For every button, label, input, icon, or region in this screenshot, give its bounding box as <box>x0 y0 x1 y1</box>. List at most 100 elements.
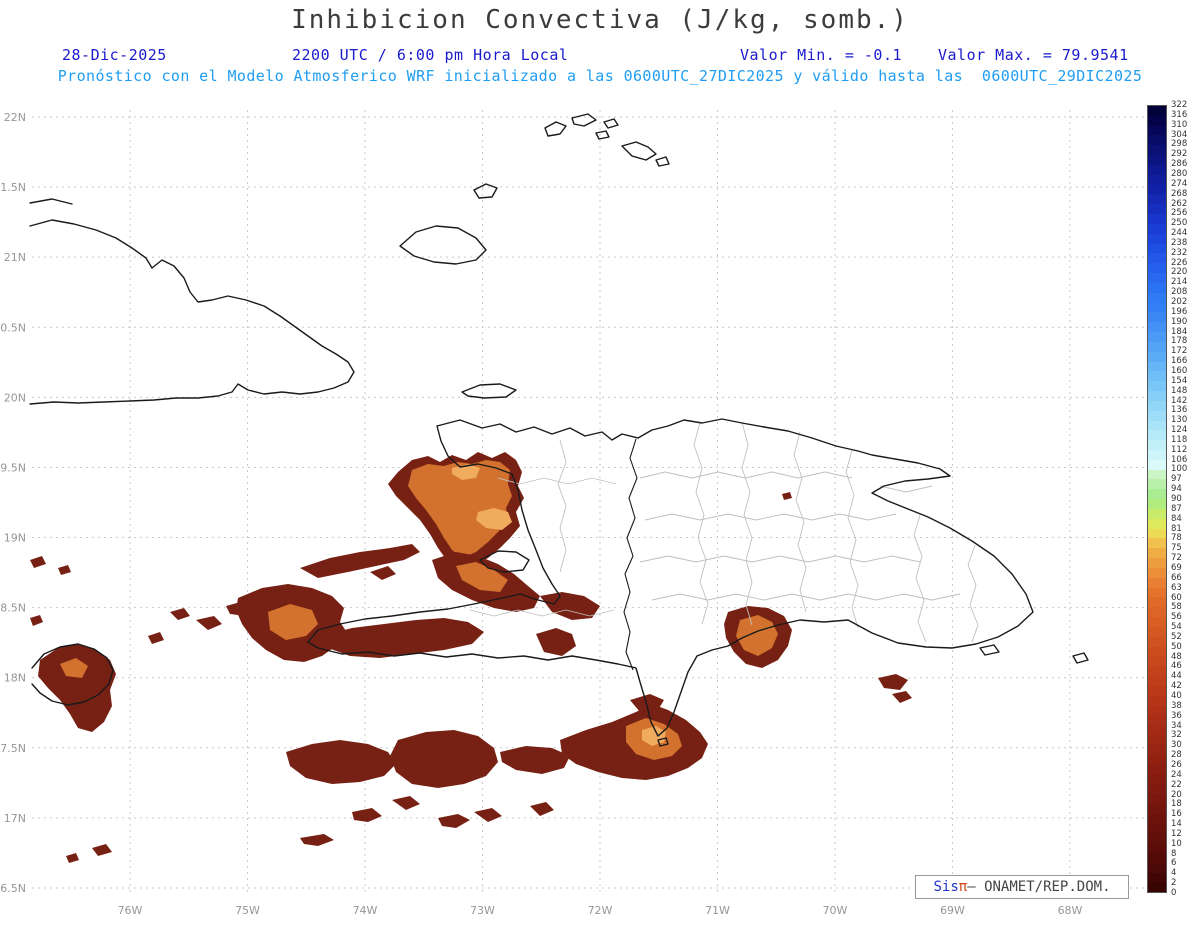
lat-tick-label: 7.5N <box>0 742 26 755</box>
colorbar-tick-label: 10 <box>1171 838 1182 849</box>
colorbar-tick-label: 190 <box>1171 316 1188 327</box>
colorbar-tick-label: 26 <box>1171 759 1182 770</box>
colorbar-cell <box>1148 253 1166 264</box>
colorbar-cell <box>1148 381 1166 392</box>
colorbar-cell <box>1148 656 1166 667</box>
colorbar-tick-label: 50 <box>1171 641 1182 652</box>
cin-shaded-region <box>878 674 912 703</box>
lon-tick-label: 74W <box>353 904 378 917</box>
lat-tick-label: 0.5N <box>0 321 26 334</box>
colorbar-tick-label: 202 <box>1171 297 1188 307</box>
colorbar-cell <box>1148 548 1166 559</box>
colorbar-cell <box>1148 440 1166 450</box>
cin-shaded-region <box>38 644 116 732</box>
colorbar-cell <box>1148 430 1166 441</box>
coastline-path <box>29 219 355 405</box>
colorbar-cell <box>1148 587 1166 598</box>
colorbar-tick-label: 232 <box>1171 247 1188 258</box>
coastline-path <box>31 643 114 706</box>
cin-shaded-region <box>456 562 508 592</box>
colorbar-cell <box>1148 469 1166 480</box>
colorbar-cell <box>1148 243 1166 254</box>
colorbar-tick-label: 100 <box>1171 464 1188 475</box>
colorbar-cell <box>1148 292 1166 303</box>
province-boundary <box>639 471 853 479</box>
lon-tick-label: 72W <box>588 904 613 917</box>
colorbar-cell <box>1148 282 1166 293</box>
colorbar-cell <box>1148 803 1166 814</box>
colorbar-cell <box>1148 184 1166 195</box>
value-min-label: Valor Min. = -0.1 <box>740 46 903 64</box>
colorbar-cell <box>1148 155 1166 165</box>
colorbar-tick-label: 36 <box>1171 710 1182 721</box>
colorbar-tick-label: 52 <box>1171 631 1182 642</box>
province-boundary <box>793 431 807 613</box>
colorbar-tick-label: 130 <box>1171 415 1188 426</box>
watermark-sis: Sis <box>933 879 959 895</box>
colorbar-cell <box>1148 400 1166 411</box>
cin-shaded-region <box>30 556 71 626</box>
colorbar-cell <box>1148 332 1166 342</box>
lat-tick-label: 9.5N <box>0 461 26 474</box>
colorbar-tick-label: 44 <box>1171 671 1182 682</box>
coastline-path <box>603 118 619 129</box>
colorbar-cell <box>1148 361 1166 372</box>
colorbar-tick-label: 136 <box>1171 405 1188 416</box>
colorbar-cell <box>1148 793 1166 804</box>
colorbar-tick-label: 8 <box>1171 848 1177 859</box>
colorbar-tick-label: 72 <box>1171 553 1182 564</box>
colorbar-cell <box>1148 685 1166 696</box>
colorbar-tick-label: 2 <box>1171 878 1177 889</box>
coastline-path <box>461 383 517 399</box>
watermark-pi-icon: π <box>958 879 968 895</box>
colorbar-tick-label: 316 <box>1171 109 1188 120</box>
lat-tick-label: 22N <box>4 111 26 124</box>
watermark-box: Sis π – ONAMET/REP.DOM. <box>915 875 1129 899</box>
colorbar <box>1147 105 1167 893</box>
colorbar-tick-label: 262 <box>1171 198 1188 209</box>
coastline-path <box>399 225 487 265</box>
cin-shaded-region <box>536 628 576 656</box>
lon-tick-label: 71W <box>705 904 730 917</box>
colorbar-tick-label: 112 <box>1171 444 1188 455</box>
colorbar-cell <box>1148 617 1166 627</box>
coastline-path <box>595 130 610 140</box>
lat-tick-label: 17N <box>4 812 26 825</box>
colorbar-cell <box>1148 233 1166 244</box>
coastline-path <box>657 737 669 747</box>
coastline-path <box>621 141 657 161</box>
colorbar-tick-label: 63 <box>1171 582 1182 593</box>
colorbar-cell <box>1148 646 1166 657</box>
colorbar-cell <box>1148 528 1166 539</box>
colorbar-tick-label: 142 <box>1171 395 1188 406</box>
colorbar-tick-label: 81 <box>1171 523 1182 534</box>
colorbar-tick-label: 12 <box>1171 828 1182 839</box>
colorbar-labels: 322 316 310 304 298 292 286 280 274 268 262 256 250 2… <box>1171 0 1200 927</box>
colorbar-tick-label: 106 <box>1171 454 1188 465</box>
watermark-onamet: – ONAMET/REP.DOM. <box>967 879 1111 895</box>
value-max-label: Valor Max. = 79.9541 <box>938 46 1129 64</box>
colorbar-cell <box>1148 449 1166 460</box>
colorbar-tick-label: 38 <box>1171 700 1182 711</box>
cin-shaded-region <box>432 552 600 620</box>
colorbar-cell <box>1148 420 1166 431</box>
lon-tick-label: 73W <box>470 904 495 917</box>
colorbar-tick-label: 244 <box>1171 228 1188 239</box>
colorbar-cell <box>1148 843 1166 853</box>
colorbar-tick-label: 90 <box>1171 494 1182 504</box>
colorbar-tick-label: 78 <box>1171 533 1182 544</box>
colorbar-cell <box>1148 882 1166 893</box>
coastline-path <box>29 198 73 205</box>
cin-shaded-region <box>452 464 480 480</box>
province-boundary <box>913 514 927 643</box>
colorbar-tick-label: 97 <box>1171 474 1182 485</box>
cin-shaded-region <box>322 618 484 658</box>
coastline-path <box>307 418 1034 737</box>
cin-shaded-region <box>642 726 666 746</box>
colorbar-tick-label: 32 <box>1171 730 1182 741</box>
colorbar-tick-label: 208 <box>1171 287 1188 298</box>
colorbar-cell <box>1148 735 1166 745</box>
colorbar-tick-label: 304 <box>1171 129 1188 140</box>
haiti-dr-border <box>623 438 638 671</box>
